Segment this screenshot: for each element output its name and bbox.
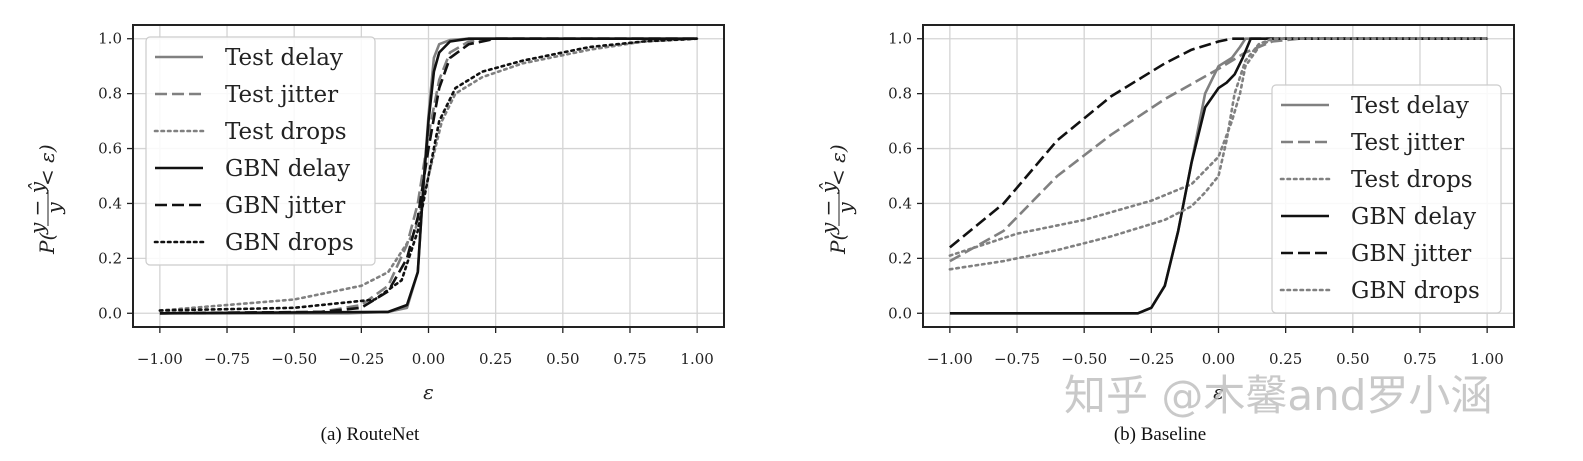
y-axis-label-prefix: P( <box>826 232 850 255</box>
series-line-gbn-jitter <box>949 37 1488 249</box>
caption: (a) RouteNet <box>321 424 420 445</box>
series-line-gbn-delay <box>949 37 1488 315</box>
y-tick-label: 0.2 <box>98 249 122 267</box>
x-tick-label: −0.75 <box>994 350 1040 368</box>
x-tick-label: −0.25 <box>1128 350 1174 368</box>
legend-label: Test drops <box>225 119 347 145</box>
series-line-test-jitter <box>159 37 698 315</box>
x-axis-label: ε <box>1213 380 1224 404</box>
y-tick-label: 0.4 <box>888 194 912 212</box>
y-axis-label: P(y − ŷy < ε) <box>816 144 857 255</box>
x-tick-label: −0.75 <box>204 350 250 368</box>
series-line-gbn-drops <box>158 37 699 312</box>
y-axis-label-numerator: y − ŷ <box>816 181 840 235</box>
y-axis-label-denominator: y <box>833 202 857 215</box>
legend-label: Test jitter <box>225 82 338 108</box>
series-line-test-drops <box>158 37 699 312</box>
series-line-test-jitter <box>949 37 1488 263</box>
legend-label: GBN jitter <box>1351 241 1471 267</box>
series-line-gbn-drops <box>948 37 1489 271</box>
y-axis-label-suffix: < ε) <box>826 144 850 186</box>
legend-label: Test delay <box>1351 93 1469 119</box>
x-tick-label: −1.00 <box>927 350 973 368</box>
chart-panel-2: −1.00 −0.75 −0.50 −0.25 0.00 0.25 0.50 0.75 1.00… <box>816 24 1515 445</box>
y-tick-label: 1.0 <box>98 30 122 48</box>
x-tick-label: 0.00 <box>412 350 445 368</box>
x-tick-label: −0.50 <box>271 350 317 368</box>
x-tick-label: 0.00 <box>1202 350 1235 368</box>
series-line-gbn-jitter <box>159 37 698 315</box>
legend-label: GBN delay <box>225 156 350 182</box>
x-tick-label: −1.00 <box>137 350 183 368</box>
chart-panel-1: −1.00 −0.75 −0.50 −0.25 0.00 0.25 0.50 0.75 1.00… <box>25 24 725 445</box>
legend: Test delay Test jitter Test drops GBN delay… <box>145 36 376 266</box>
x-tick-label: −0.25 <box>338 350 384 368</box>
y-axis-label-denominator: y <box>42 202 66 215</box>
legend: Test delay Test jitter Test drops GBN delay… <box>1271 84 1502 314</box>
x-tick-label: 0.75 <box>613 350 646 368</box>
x-tick-label: 0.75 <box>1403 350 1436 368</box>
plot-frame <box>922 24 1515 328</box>
y-tick-label: 0.6 <box>888 140 912 158</box>
x-tick-label: 1.00 <box>1470 350 1503 368</box>
y-axis-label-suffix: < ε) <box>35 144 59 186</box>
x-axis-label: ε <box>423 380 434 404</box>
x-tick-label: 0.50 <box>1336 350 1369 368</box>
series-line-test-drops <box>948 37 1489 257</box>
legend-box <box>1271 84 1502 314</box>
y-axis-label-numerator: y − ŷ <box>25 181 49 235</box>
legend-label: GBN delay <box>1351 204 1476 230</box>
y-tick-label: 0.0 <box>888 304 912 322</box>
x-tick-label: −0.50 <box>1061 350 1107 368</box>
y-tick-label: 0.2 <box>888 249 912 267</box>
x-tick-label: 1.00 <box>680 350 713 368</box>
y-tick-label: 1.0 <box>888 30 912 48</box>
x-tick-label: 0.25 <box>479 350 512 368</box>
y-tick-label: 0.8 <box>888 85 912 103</box>
x-tick-label: 0.25 <box>1269 350 1302 368</box>
y-tick-label: 0.0 <box>98 304 122 322</box>
legend-label: Test jitter <box>1351 130 1464 156</box>
plot-frame <box>132 24 725 328</box>
x-tick-label: 0.50 <box>546 350 579 368</box>
y-tick-label: 0.6 <box>98 140 122 158</box>
legend-label: Test delay <box>225 45 343 71</box>
y-tick-label: 0.8 <box>98 85 122 103</box>
caption: (b) Baseline <box>1114 424 1206 445</box>
legend-label: GBN jitter <box>225 193 345 219</box>
y-tick-label: 0.4 <box>98 194 122 212</box>
watermark: 知乎 @木馨and罗小涵 <box>1064 371 1492 420</box>
series-line-gbn-delay <box>159 37 698 315</box>
legend-label: GBN drops <box>1351 278 1480 304</box>
y-axis-label: P(y − ŷy < ε) <box>25 144 66 255</box>
y-axis-label-prefix: P( <box>35 232 59 255</box>
legend-label: GBN drops <box>225 230 354 256</box>
legend-label: Test drops <box>1351 167 1473 193</box>
legend-box <box>145 36 376 266</box>
